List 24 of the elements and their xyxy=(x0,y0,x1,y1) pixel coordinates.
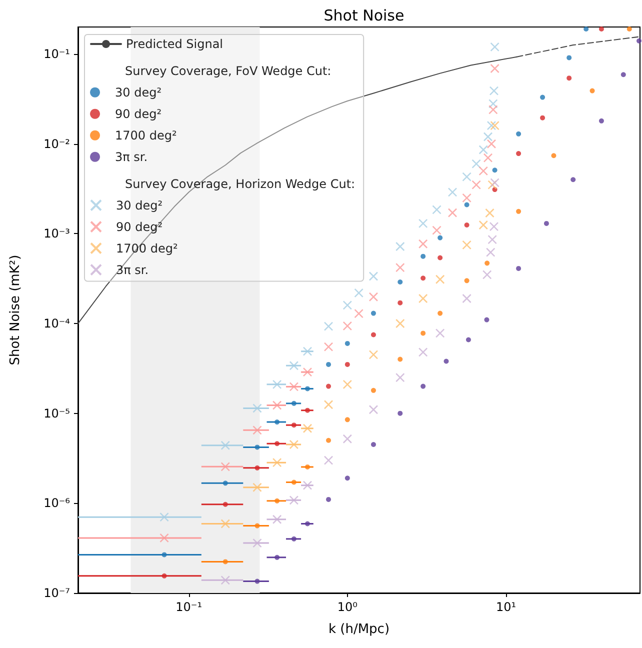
x-tick-label: 10⁰ xyxy=(337,600,358,614)
legend-label: 90 deg² xyxy=(115,106,162,121)
y-tick-label: 10⁻⁴ xyxy=(44,316,70,331)
y-axis-title: Shot Noise (mK²) xyxy=(8,254,23,366)
legend-label: 30 deg² xyxy=(116,198,163,212)
x-tick-label: 10¹ xyxy=(496,600,516,614)
legend-label: 1700 deg² xyxy=(115,128,177,142)
chart-title: Shot Noise xyxy=(324,6,404,24)
y-tick-label: 10⁻³ xyxy=(44,226,70,241)
x-axis-title: k (h/Mpc) xyxy=(328,622,390,637)
y-tick-label: 10⁻⁶ xyxy=(44,496,70,510)
y-tick-label: 10⁻⁵ xyxy=(44,406,70,420)
x-tick-label: 10⁻¹ xyxy=(176,600,202,614)
legend-label: 1700 deg² xyxy=(116,241,178,256)
annotation: Survey Coverage, FoV Wedge Cut: xyxy=(125,64,332,78)
legend-label: 30 deg² xyxy=(115,85,162,100)
annotation: Survey Coverage, Horizon Wedge Cut: xyxy=(125,176,356,191)
legend-label: 3π sr. xyxy=(116,262,149,277)
y-tick-label: 10⁻⁷ xyxy=(44,586,70,600)
legend-label: 90 deg² xyxy=(116,220,163,234)
legend-label: Predicted Signal xyxy=(126,37,224,51)
y-tick-label: 10⁻² xyxy=(44,136,70,151)
y-tick-label: 10⁻¹ xyxy=(44,47,70,62)
legend-label: 3π sr. xyxy=(115,150,148,164)
